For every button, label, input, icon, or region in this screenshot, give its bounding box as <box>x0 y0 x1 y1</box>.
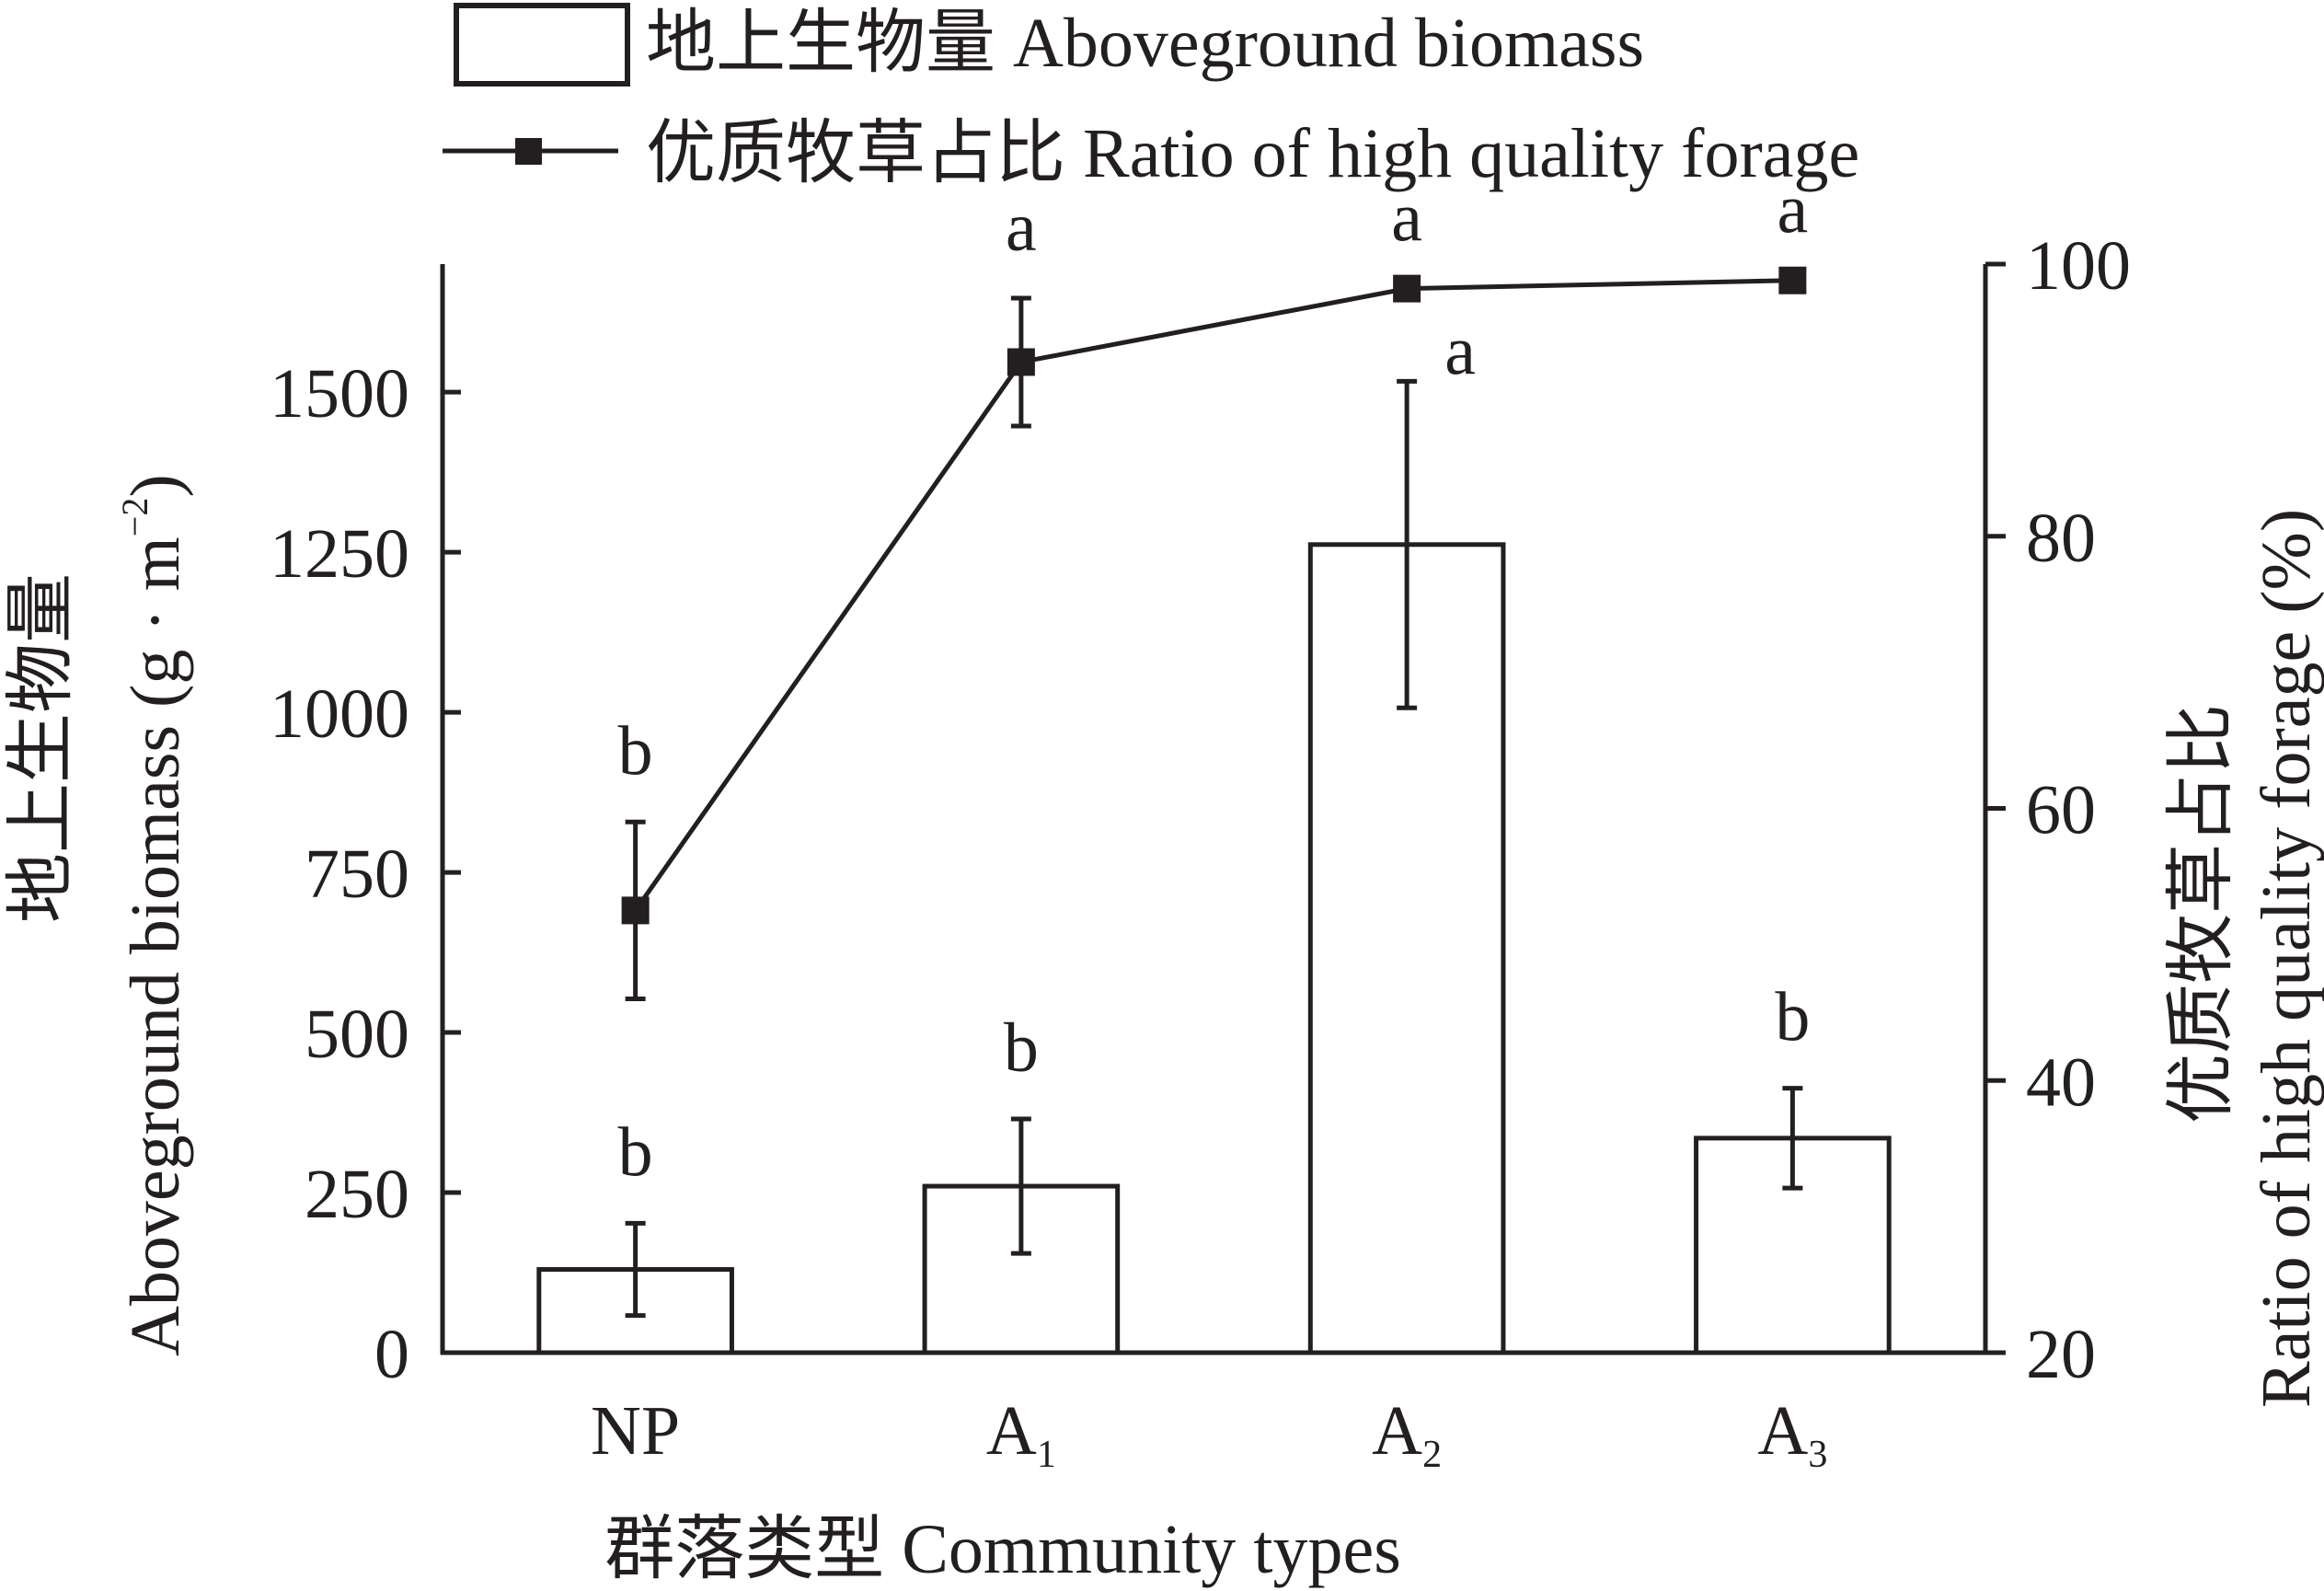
x-ticks: NP A1 A2 A3 <box>591 1334 1827 1476</box>
left-tick-label: 750 <box>305 836 409 913</box>
legend-bar-swatch <box>454 3 630 86</box>
x-tick-label: NP <box>591 1392 680 1470</box>
x-tick-label-base: NP <box>591 1392 680 1470</box>
left-y-title-superscript: −2 <box>114 498 155 537</box>
bar-significance-letter: b <box>618 1113 653 1191</box>
legend: 地上生物量 Aboveground biomass 优质牧草占比 Ratio o… <box>443 3 1859 192</box>
left-tick-label: 1000 <box>270 675 409 753</box>
series-point-marker <box>1007 348 1035 376</box>
series-point-marker <box>1778 266 1807 294</box>
x-tick-label: A1 <box>986 1392 1056 1476</box>
right-y-axis-title: 优质牧草占比 Ratio of high quality forage (%) <box>2163 509 2324 1408</box>
left-tick-label: 1250 <box>270 515 409 593</box>
left-tick-label: 1500 <box>270 355 409 432</box>
bar-significance-letter: b <box>1004 1009 1039 1087</box>
left-tick-label: 250 <box>305 1156 409 1233</box>
left-y-title-line1: 地上生物量 <box>3 573 80 923</box>
series-point-marker <box>1393 274 1421 303</box>
legend-line-marker <box>515 138 542 165</box>
line-significance-letter: b <box>618 712 653 790</box>
legend-line-label: 优质牧草占比 Ratio of high quality forage <box>646 115 1859 192</box>
x-axis-title: 群落类型 Community types <box>604 1511 1401 1588</box>
left-y-ticks: 0 250 500 750 1000 1250 1500 <box>270 355 461 1393</box>
left-y-title-line2: Aboveground biomass (g · m−2) <box>114 474 194 1356</box>
series-line <box>633 278 1793 912</box>
x-tick-label: A2 <box>1372 1392 1442 1476</box>
right-y-title-line2: Ratio of high quality forage (%) <box>2248 509 2324 1408</box>
left-y-axis-title: 地上生物量 Aboveground biomass (g · m−2) <box>3 474 194 1356</box>
left-y-title-close: ) <box>117 474 194 497</box>
x-tick-label-base: A <box>1372 1392 1422 1470</box>
bar-significance-letter: a <box>1444 312 1476 389</box>
x-tick-label-subscript: 1 <box>1037 1434 1056 1476</box>
line-significance-letter: a <box>1391 179 1422 257</box>
right-y-ticks: 20 40 60 80 100 <box>1985 227 2131 1393</box>
line-series <box>621 266 1807 1002</box>
x-tick-label-base: A <box>986 1392 1037 1470</box>
legend-bar-label: 地上生物量 Aboveground biomass <box>646 5 1644 82</box>
right-tick-label: 100 <box>2026 227 2131 305</box>
bar-series <box>536 378 1892 1355</box>
right-tick-label: 40 <box>2026 1043 2096 1121</box>
series-point-marker <box>621 896 650 925</box>
x-tick-label-subscript: 2 <box>1422 1434 1442 1476</box>
right-y-title-line1: 优质牧草占比 <box>2163 704 2240 1124</box>
right-tick-label: 80 <box>2026 500 2096 577</box>
left-y-title-main: Aboveground biomass (g · m <box>117 536 194 1356</box>
line-significance-letter: a <box>1006 189 1037 266</box>
x-tick-label: A3 <box>1757 1392 1827 1476</box>
left-tick-label: 500 <box>305 996 409 1073</box>
left-tick-label: 0 <box>374 1316 409 1393</box>
right-tick-label: 20 <box>2026 1316 2096 1393</box>
x-tick-label-subscript: 3 <box>1808 1434 1827 1476</box>
bar <box>1307 542 1506 1355</box>
right-tick-label: 60 <box>2026 772 2096 849</box>
bar-significance-letter: b <box>1775 979 1810 1056</box>
x-tick-label-base: A <box>1757 1392 1808 1470</box>
line-significance-letter: a <box>1778 171 1809 248</box>
